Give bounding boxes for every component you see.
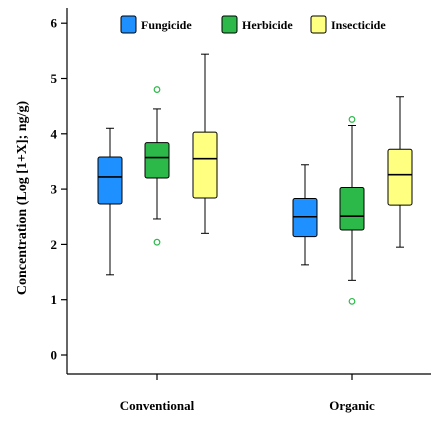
y-tick-label: 4 (51, 126, 58, 141)
box-herbicide-organic (339, 116, 365, 305)
x-ticks: Conventional Organic (120, 374, 375, 413)
y-ticks: 0 1 2 3 4 5 6 (51, 16, 67, 363)
iqr-box (144, 142, 170, 179)
boxes (97, 53, 413, 305)
axes (66, 8, 431, 375)
legend-swatch-insecticide (310, 15, 327, 34)
iqr-box (292, 198, 318, 238)
legend: Fungicide Herbicide Insecticide (120, 15, 386, 34)
y-tick-label: 3 (51, 182, 58, 197)
box-fungicide-conventional (97, 127, 123, 276)
iqr-box (192, 131, 218, 199)
x-tick-label: Organic (329, 398, 375, 413)
legend-label-insecticide: Insecticide (331, 18, 386, 32)
outlier-point (153, 238, 161, 246)
iqr-box (387, 148, 413, 206)
legend-label-fungicide: Fungicide (141, 18, 192, 32)
box-insecticide-conventional (192, 53, 218, 234)
y-tick-label: 2 (51, 237, 58, 252)
x-tick-label: Conventional (120, 398, 195, 413)
iqr-box (97, 156, 123, 205)
iqr-box (339, 186, 365, 231)
y-tick-label: 0 (51, 348, 58, 363)
legend-label-herbicide: Herbicide (242, 18, 293, 32)
outlier-point (348, 297, 356, 305)
box-fungicide-organic (292, 164, 318, 266)
outlier-point (348, 116, 356, 123)
legend-swatch-herbicide (221, 15, 238, 34)
outlier-point (153, 86, 161, 93)
box-insecticide-organic (387, 96, 413, 248)
legend-swatch-fungicide (120, 15, 137, 34)
y-tick-label: 5 (51, 71, 58, 86)
box-herbicide-conventional (144, 86, 170, 246)
y-tick-label: 6 (51, 16, 58, 31)
y-axis-title: Concentration (Log [1+X]; ng/g) (15, 101, 30, 296)
y-tick-label: 1 (51, 292, 58, 307)
